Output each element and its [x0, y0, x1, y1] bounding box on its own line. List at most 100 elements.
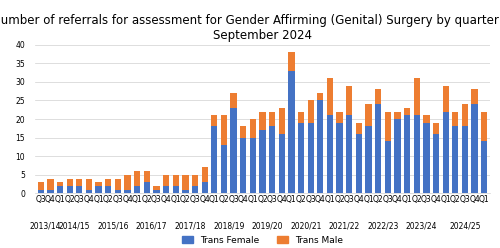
Bar	[115, 190, 121, 193]
Bar	[366, 104, 372, 126]
Bar	[317, 93, 324, 100]
Bar	[105, 179, 112, 186]
Bar	[134, 186, 140, 193]
Bar	[308, 123, 314, 193]
Bar	[298, 123, 304, 193]
Bar	[278, 134, 285, 193]
Text: 2023/24: 2023/24	[406, 221, 438, 230]
Bar	[433, 134, 439, 193]
Bar	[375, 89, 382, 104]
Bar	[327, 115, 333, 193]
Bar	[414, 115, 420, 193]
Bar	[48, 190, 54, 193]
Bar	[472, 104, 478, 193]
Bar	[221, 145, 227, 193]
Text: 2018/19: 2018/19	[213, 221, 244, 230]
Bar	[317, 100, 324, 193]
Bar	[462, 104, 468, 126]
Bar	[346, 86, 352, 115]
Bar	[481, 112, 488, 141]
Bar	[308, 100, 314, 123]
Bar	[172, 175, 179, 186]
Bar	[86, 190, 92, 193]
Bar	[288, 71, 294, 193]
Legend: Trans Female, Trans Male: Trans Female, Trans Male	[178, 232, 347, 248]
Bar	[452, 112, 458, 126]
Bar	[48, 179, 54, 190]
Bar	[57, 186, 63, 193]
Bar	[96, 182, 102, 186]
Bar	[124, 175, 130, 190]
Bar	[269, 126, 276, 193]
Bar	[76, 179, 82, 186]
Bar	[423, 123, 430, 193]
Bar	[202, 182, 208, 193]
Bar	[240, 138, 246, 193]
Bar	[172, 186, 179, 193]
Bar	[336, 123, 343, 193]
Bar	[105, 186, 112, 193]
Text: 2015/16: 2015/16	[98, 221, 129, 230]
Bar	[66, 186, 73, 193]
Bar	[202, 167, 208, 182]
Bar	[38, 190, 44, 193]
Bar	[260, 112, 266, 130]
Bar	[346, 115, 352, 193]
Bar	[394, 112, 400, 119]
Text: 2017/18: 2017/18	[174, 221, 206, 230]
Bar	[269, 112, 276, 126]
Bar	[250, 138, 256, 193]
Bar	[260, 130, 266, 193]
Bar	[211, 126, 218, 193]
Bar	[384, 112, 391, 141]
Bar	[250, 119, 256, 138]
Text: 2020/21: 2020/21	[290, 221, 322, 230]
Bar	[221, 115, 227, 145]
Bar	[298, 112, 304, 123]
Bar	[356, 134, 362, 193]
Bar	[356, 123, 362, 134]
Bar	[182, 190, 188, 193]
Bar	[404, 108, 410, 115]
Bar	[375, 104, 382, 193]
Bar	[96, 186, 102, 193]
Text: 2014/15: 2014/15	[59, 221, 90, 230]
Bar	[163, 186, 169, 193]
Bar	[144, 182, 150, 193]
Bar	[404, 115, 410, 193]
Bar	[423, 115, 430, 123]
Bar	[278, 108, 285, 134]
Bar	[288, 52, 294, 71]
Bar	[182, 175, 188, 190]
Bar	[384, 141, 391, 193]
Bar	[124, 190, 130, 193]
Bar	[481, 141, 488, 193]
Bar	[414, 78, 420, 115]
Text: 2013/14: 2013/14	[30, 221, 62, 230]
Bar	[192, 186, 198, 193]
Bar	[327, 78, 333, 115]
Bar	[442, 86, 449, 112]
Text: 2016/17: 2016/17	[136, 221, 168, 230]
Bar	[452, 126, 458, 193]
Bar	[134, 171, 140, 186]
Bar	[472, 89, 478, 104]
Bar	[115, 179, 121, 190]
Bar	[394, 119, 400, 193]
Bar	[38, 182, 44, 190]
Bar	[57, 182, 63, 186]
Text: 2019/20: 2019/20	[252, 221, 283, 230]
Bar	[66, 179, 73, 186]
Bar	[86, 179, 92, 190]
Bar	[462, 126, 468, 193]
Bar	[336, 112, 343, 123]
Bar	[76, 186, 82, 193]
Bar	[433, 123, 439, 134]
Bar	[230, 93, 236, 108]
Bar	[211, 115, 218, 126]
Bar	[154, 186, 160, 190]
Bar	[230, 108, 236, 193]
Text: 2021/22: 2021/22	[329, 221, 360, 230]
Bar	[144, 171, 150, 182]
Bar	[442, 112, 449, 193]
